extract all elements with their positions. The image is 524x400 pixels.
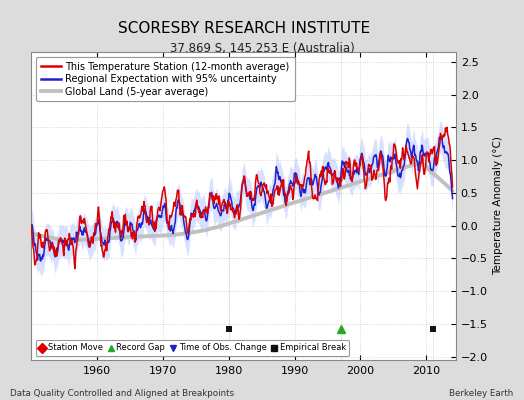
Y-axis label: Temperature Anomaly (°C): Temperature Anomaly (°C) bbox=[494, 136, 504, 276]
Text: Berkeley Earth: Berkeley Earth bbox=[449, 389, 514, 398]
Title: SCORESBY RESEARCH INSTITUTE: SCORESBY RESEARCH INSTITUTE bbox=[117, 20, 370, 36]
Text: 37.869 S, 145.253 E (Australia): 37.869 S, 145.253 E (Australia) bbox=[170, 42, 354, 55]
Legend: Station Move, Record Gap, Time of Obs. Change, Empirical Break: Station Move, Record Gap, Time of Obs. C… bbox=[36, 340, 350, 356]
Text: Data Quality Controlled and Aligned at Breakpoints: Data Quality Controlled and Aligned at B… bbox=[10, 389, 235, 398]
